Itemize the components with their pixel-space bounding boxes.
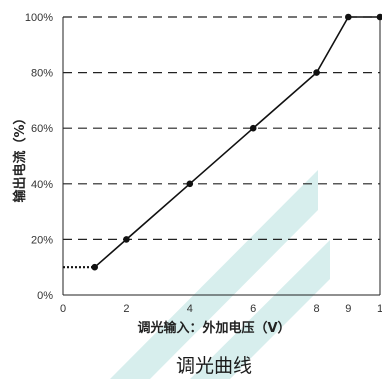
x-tick-label: 2 [123, 303, 129, 315]
series-line [94, 16, 380, 268]
y-tick-label: 40% [31, 179, 53, 191]
data-point [91, 263, 98, 271]
x-tick-label: 8 [314, 303, 320, 315]
x-axis-label: 调光输入：外加电压（V） [137, 320, 290, 336]
data-point [313, 69, 320, 76]
series-polyline [94, 16, 380, 268]
data-point [249, 124, 257, 132]
y-tick-label: 80% [31, 68, 53, 80]
x-tick-label: 9 [345, 303, 351, 315]
y-tick-label: 20% [31, 234, 53, 246]
y-axis-label: 输出电流（%） [12, 111, 28, 202]
plot-axes [62, 17, 381, 296]
y-tick-labels: 0% 20% 40% 60% 80% 100% [25, 12, 53, 302]
y-tick-label: 60% [31, 123, 53, 135]
data-point [376, 13, 382, 21]
data-point [345, 13, 352, 21]
y-tick-label: 100% [25, 12, 53, 24]
data-point [123, 236, 130, 243]
x-tick-labels: 0 2 4 6 8 9 1 [60, 303, 382, 315]
grid-lines [63, 16, 380, 240]
x-tick-label: 6 [250, 303, 256, 315]
x-tick-label: 4 [187, 303, 193, 315]
watermark-graphic [110, 170, 330, 379]
chart-caption: 调光曲线 [176, 355, 252, 377]
data-point [186, 180, 194, 188]
x-tick-label: 1 [377, 303, 382, 315]
x-tick-label: 0 [60, 303, 66, 315]
y-tick-label: 0% [37, 290, 53, 302]
data-points [91, 13, 382, 271]
